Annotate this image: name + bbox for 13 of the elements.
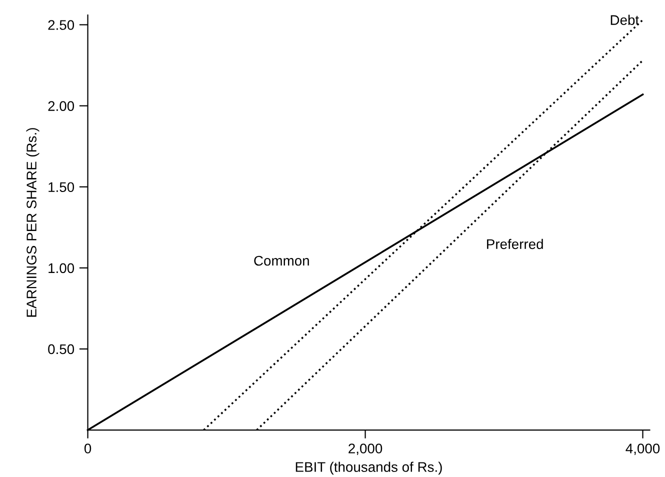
x-axis-title: EBIT (thousands of Rs.) [296,462,442,475]
y-axis-title: EARNINGS PER SHARE (Rs.) [26,128,40,317]
series-label: Debt [610,14,639,25]
y-tick-label: 2.00 [48,101,74,111]
x-tick-label: 2,000 [348,444,382,456]
y-tick-label: 0.50 [48,344,74,354]
y-tick-label: 2.50 [48,20,74,30]
x-tick-label: 0 [84,444,92,454]
x-tick-label: 4,000 [626,444,660,456]
series-label: Preferred [487,238,543,250]
series-label: Common [254,256,309,266]
y-tick-label: 1.00 [48,263,74,274]
y-tick-label: 1.50 [48,182,74,192]
